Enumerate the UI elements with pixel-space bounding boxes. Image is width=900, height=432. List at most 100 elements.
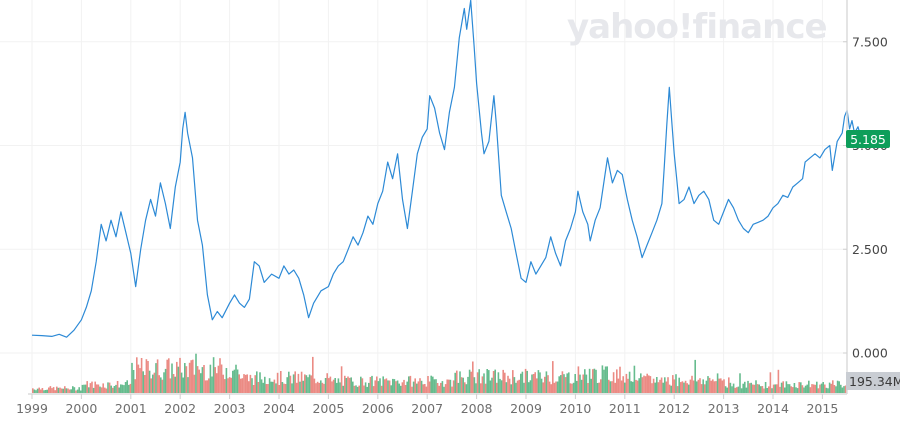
volume-bar — [812, 384, 815, 393]
volume-bar — [560, 375, 562, 393]
volume-bar — [806, 384, 808, 393]
volume-bar — [555, 381, 557, 393]
volume-bar — [179, 357, 181, 393]
volume-bar — [377, 381, 380, 393]
volume-bar — [284, 384, 287, 393]
volume-bar — [403, 379, 405, 393]
volume-bar — [54, 390, 56, 393]
volume-bar — [468, 369, 471, 393]
volume-bar — [811, 384, 813, 393]
volume-bar — [228, 377, 231, 393]
volume-bar — [731, 386, 733, 393]
volume-bar — [65, 388, 68, 393]
volume-bar — [697, 379, 700, 393]
volume-bar — [512, 370, 514, 393]
x-tick-label: 2012 — [658, 401, 690, 416]
volume-bar — [273, 379, 276, 393]
volume-bar — [756, 384, 759, 393]
x-axis-ticks: 1999 2000 2001 2002 2003 2004 2005 2006 2007 2008… — [16, 394, 838, 416]
volume-bar — [182, 377, 184, 393]
volume-bar — [116, 381, 119, 393]
volume-bar — [491, 377, 493, 393]
volume-bar — [416, 383, 418, 393]
volume-bar — [596, 383, 599, 393]
volume-bar — [291, 383, 293, 393]
volume-bar — [777, 369, 780, 393]
volume-bar — [764, 382, 767, 393]
volume-bar — [68, 389, 71, 393]
volume-bar — [409, 375, 412, 393]
volume-bar — [569, 383, 572, 393]
volume-bar — [729, 382, 732, 393]
volume-bar — [801, 385, 804, 393]
volume-bar — [635, 379, 637, 393]
volume-bar — [444, 384, 447, 393]
volume-bar — [121, 384, 124, 393]
volume-bar — [363, 385, 365, 393]
volume-bar — [80, 390, 82, 393]
volume-bar — [396, 380, 399, 393]
volume-bar — [761, 386, 764, 393]
volume-bar — [689, 379, 692, 393]
volume-bar — [166, 359, 168, 393]
volume-bar — [387, 380, 389, 393]
volume-bar — [430, 375, 432, 393]
volume-bar — [155, 363, 157, 393]
volume-bar — [235, 364, 237, 393]
volume-bar — [172, 374, 175, 393]
volume-bar — [75, 390, 77, 393]
volume-bar — [572, 382, 575, 393]
volume-bar — [88, 387, 90, 393]
volume-bar — [620, 380, 623, 393]
volume-bar — [571, 383, 573, 393]
volume-bar — [352, 381, 354, 393]
volume-bar — [281, 382, 284, 393]
volume-bar — [494, 369, 496, 393]
volume-bar — [412, 381, 415, 393]
volume-bar — [552, 361, 554, 393]
volume-bar — [51, 388, 53, 393]
volume-bar — [619, 366, 621, 393]
volume-bar — [331, 381, 333, 393]
volume-bar — [475, 383, 477, 393]
volume-bar — [683, 382, 685, 393]
volume-bar — [803, 387, 805, 393]
volume-bar — [579, 374, 581, 393]
volume-bar — [345, 378, 348, 393]
volume-bar — [91, 381, 93, 393]
volume-bar — [540, 378, 543, 393]
volume-bar — [496, 382, 498, 393]
volume-bar — [641, 377, 644, 393]
volume-bar — [198, 369, 200, 393]
volume-bar — [449, 379, 452, 393]
volume-bar — [244, 374, 247, 393]
volume-bar — [185, 366, 188, 393]
volume-bar — [780, 382, 783, 393]
volume-bar — [48, 387, 50, 393]
volume-bar — [104, 387, 106, 393]
volume-bar — [566, 373, 568, 393]
volume-bar — [216, 373, 218, 393]
volume-bar — [644, 376, 647, 393]
volume-bar — [115, 384, 117, 393]
volume-bar — [691, 375, 693, 393]
volume-bar — [702, 379, 704, 393]
volume-bar — [684, 380, 687, 393]
volume-bar — [836, 380, 839, 393]
volume-bar — [353, 385, 356, 393]
volume-bar — [788, 384, 791, 393]
volume-bar — [486, 369, 488, 393]
volume-bar — [140, 358, 143, 393]
volume-bar — [318, 382, 320, 393]
volume-bar — [737, 386, 740, 393]
volume-bar — [174, 376, 176, 393]
volume-bar — [707, 376, 709, 393]
volume-bar — [376, 376, 378, 393]
volume-bar — [102, 383, 104, 393]
volume-bar — [435, 379, 437, 393]
volume-bar — [52, 387, 55, 393]
volume-bar — [713, 381, 716, 393]
volume-bar — [664, 377, 666, 393]
x-tick-label: 1999 — [16, 401, 48, 416]
